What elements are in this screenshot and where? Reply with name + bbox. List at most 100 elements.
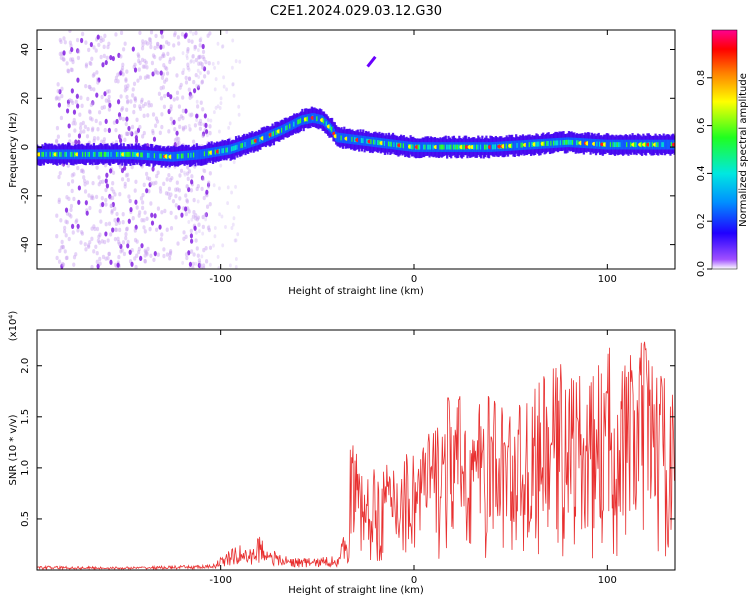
heatmap-noise-cell — [196, 253, 200, 258]
heatmap-noise-cell — [57, 102, 61, 108]
heatmap-noise-cell — [96, 80, 100, 85]
heatmap-noise-cell — [204, 217, 208, 222]
heatmap-noise-cell — [114, 262, 118, 268]
heatmap-noise-cell — [68, 40, 72, 45]
heatmap-noise-cell — [156, 206, 161, 211]
heatmap-noise-cell — [79, 95, 83, 100]
heatmap-noise-cell — [167, 186, 172, 192]
heatmap-noise-cell — [84, 62, 89, 67]
heatmap-noise-cell — [202, 266, 206, 269]
heatmap-noise-cell — [104, 197, 108, 203]
heatmap-noise-cell — [95, 226, 100, 232]
heatmap-noise-cell — [176, 35, 180, 40]
heatmap-noise-cell — [75, 93, 79, 99]
heatmap-noise-cell — [126, 98, 130, 104]
heatmap-noise-cell — [199, 121, 203, 127]
snr-axis-ticks: -100 0 100 0.5 1.0 1.5 2.0 — [20, 330, 675, 586]
heatmap-noise-cell — [195, 99, 199, 104]
heatmap-ridge-core — [561, 137, 564, 148]
heatmap-noise-cell — [168, 59, 172, 65]
heatmap-noise-cell — [97, 175, 101, 180]
heatmap-noise-cell — [161, 85, 165, 90]
heatmap-noise-cell — [106, 238, 110, 243]
heatmap-noise-cell — [143, 101, 148, 107]
heatmap-noise-cell — [190, 217, 194, 222]
heatmap-noise-cell — [151, 130, 155, 136]
heatmap-noise-cell — [67, 133, 71, 138]
heatmap-ridge-peak — [98, 151, 101, 157]
heatmap-noise-cell — [190, 39, 194, 44]
heatmap-noise-cell — [87, 193, 91, 198]
heatmap-noise-cell — [190, 238, 194, 244]
heatmap-noise-cell — [194, 30, 198, 36]
heatmap-noise-cell — [216, 41, 220, 46]
heatmap-noise-cell — [153, 54, 157, 60]
heatmap-noise-cell — [181, 70, 185, 76]
heatmap-noise-cell — [109, 54, 113, 61]
heatmap-ridge-core — [317, 114, 320, 124]
heatmap-noise-cell — [142, 218, 146, 223]
heatmap-noise-cell — [131, 87, 135, 92]
heatmap-noise-cell — [165, 40, 169, 45]
heatmap-noise-cell — [224, 225, 227, 230]
heatmap-noise-cell — [78, 125, 83, 131]
heatmap-noise-cell — [103, 127, 107, 133]
heatmap-noise-cell — [79, 168, 84, 174]
heatmap-noise-cell — [137, 54, 141, 59]
heatmap-noise-cell — [126, 172, 130, 178]
heatmap-noise-cell — [70, 46, 74, 53]
heatmap-noise-cell — [80, 231, 85, 236]
heatmap-noise-cell — [160, 124, 164, 130]
heatmap-noise-cell — [180, 32, 185, 37]
heatmap-noise-cell — [143, 210, 147, 215]
heatmap-noise-cell — [166, 91, 170, 98]
heatmap-noise-cell — [191, 265, 195, 269]
heatmap-noise-cell — [64, 255, 69, 261]
heatmap-noise-cell — [119, 249, 123, 254]
heatmap-noise-cell — [153, 251, 157, 257]
heatmap-noise-cell — [110, 210, 114, 215]
heatmap-ridge-core — [309, 113, 312, 124]
heatmap-ridge-peak — [92, 151, 96, 157]
heatmap-noise-cell — [136, 78, 140, 83]
heatmap-noise-cell — [63, 40, 67, 45]
heatmap-noise-cell — [204, 212, 208, 218]
heatmap-noise-cell — [163, 93, 167, 99]
heatmap-noise-cell — [185, 199, 190, 204]
colorbar-tick-label: 0.2 — [696, 213, 707, 229]
heatmap-ridge-core — [348, 134, 351, 144]
heatmap-noise-cell — [84, 40, 88, 45]
heatmap-noise-cell — [111, 227, 115, 233]
heatmap-noise-cell — [122, 251, 127, 257]
heatmap-noise-cell — [88, 84, 92, 90]
heatmap-noise-cell — [89, 61, 93, 67]
heatmap-ridge-peak — [555, 140, 558, 146]
heatmap-noise-cell — [196, 68, 200, 73]
heatmap-noise-cell — [123, 84, 128, 89]
heatmap-ridge-peak — [141, 152, 144, 158]
heatmap-noise-cell — [212, 243, 215, 248]
heatmap-ridge-core — [529, 139, 533, 150]
heatmap-noise-cell — [185, 53, 189, 58]
heatmap-noise-cell — [72, 196, 76, 202]
heatmap-noise-cell — [143, 259, 147, 264]
heatmap-ridge-core — [152, 150, 155, 161]
heatmap-noise-cell — [116, 236, 120, 242]
heatmap-noise-cell — [187, 76, 192, 82]
heatmap-ridge-core — [314, 113, 317, 124]
heatmap-noise-cell — [149, 44, 153, 50]
heatmap-noise-cell — [81, 31, 85, 37]
heatmap-ridge-peak — [494, 144, 497, 150]
heatmap-noise-cell — [184, 206, 188, 212]
colorbar-gradient — [711, 29, 738, 270]
heatmap-noise-cell — [193, 46, 197, 51]
heatmap-noise-cell — [197, 83, 201, 88]
heatmap-noise-cell — [179, 82, 183, 88]
heatmap-noise-cell — [193, 45, 198, 50]
heatmap-ridge-peak — [550, 140, 553, 146]
heatmap-ridge-core — [279, 125, 282, 136]
heatmap-noise-cell — [143, 248, 147, 253]
heatmap-noise-cell — [117, 241, 121, 247]
heatmap-noise-cell — [75, 37, 80, 43]
heatmap-noise-cell — [138, 30, 142, 36]
